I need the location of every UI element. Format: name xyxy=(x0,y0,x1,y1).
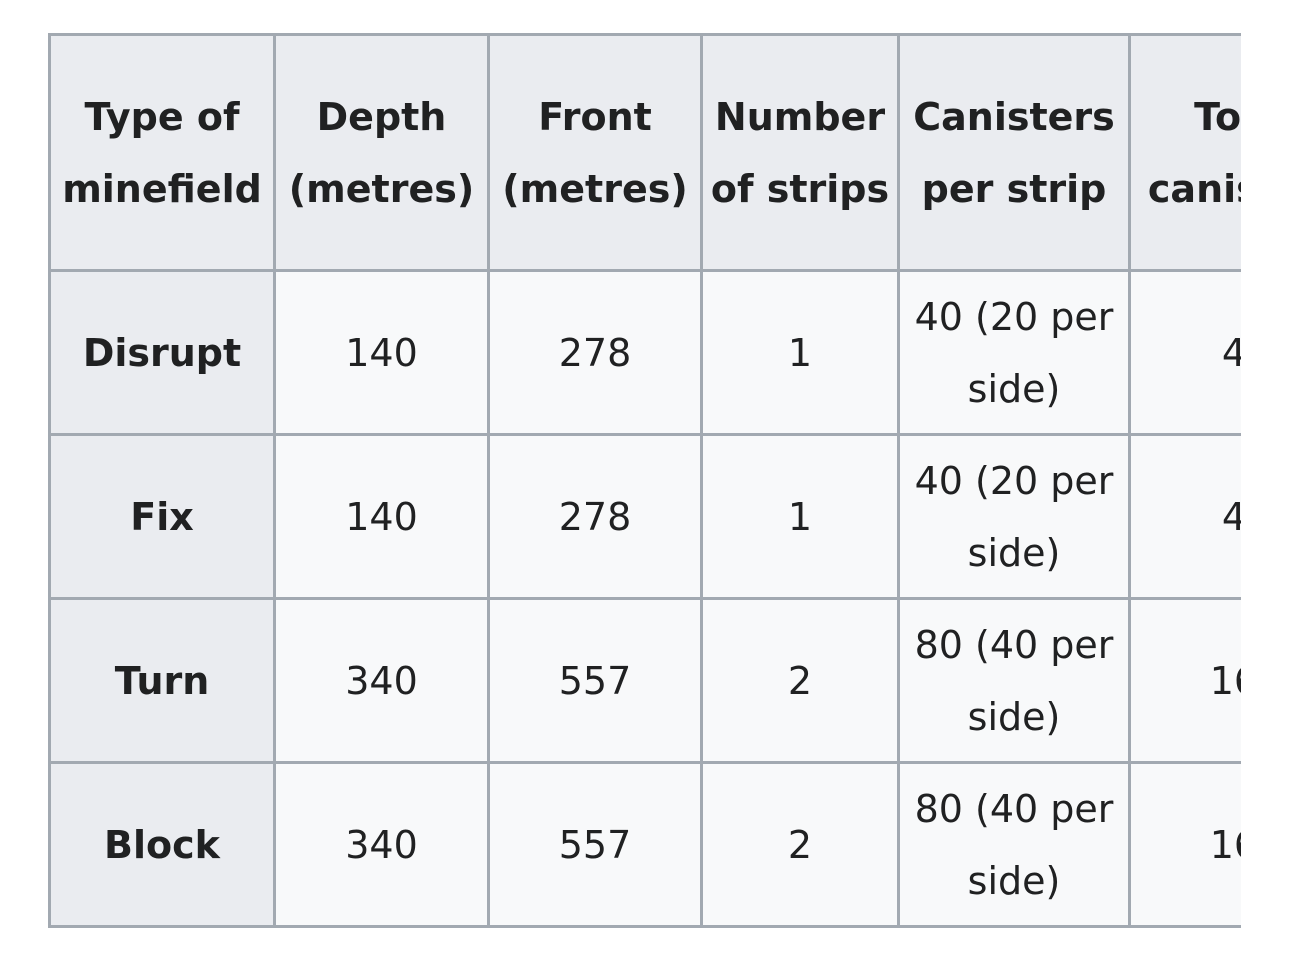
table-cell: 40 xyxy=(1128,433,1241,600)
table-cell: 40 (20 per side) xyxy=(897,269,1131,436)
table-cell: 278 xyxy=(487,269,703,436)
table-cell: 140 xyxy=(273,269,490,436)
row-header: Disrupt xyxy=(48,269,276,436)
header-row: Type of minefield Depth (metres) Front (me… xyxy=(48,33,1241,272)
table-cell: 2 xyxy=(700,597,900,764)
table-cell: 80 (40 per side) xyxy=(897,761,1131,928)
row-header: Block xyxy=(48,761,276,928)
table-cell: 340 xyxy=(273,597,490,764)
column-header: Number of strips xyxy=(700,33,900,272)
column-header: Type of minefield xyxy=(48,33,276,272)
table-cell: 40 (20 per side) xyxy=(897,433,1131,600)
table-cell: 557 xyxy=(487,761,703,928)
column-header: Total canisters xyxy=(1128,33,1241,272)
row-header: Fix xyxy=(48,433,276,600)
table-cell: 1 xyxy=(700,433,900,600)
table-cell: 340 xyxy=(273,761,490,928)
table-viewport: Type of minefield Depth (metres) Front (me… xyxy=(48,33,1241,928)
table-cell: 160 xyxy=(1128,761,1241,928)
table-cell: 80 (40 per side) xyxy=(897,597,1131,764)
column-header: Depth (metres) xyxy=(273,33,490,272)
row-header: Turn xyxy=(48,597,276,764)
table-cell: 557 xyxy=(487,597,703,764)
table-cell: 278 xyxy=(487,433,703,600)
table-cell: 40 xyxy=(1128,269,1241,436)
column-header: Canisters per strip xyxy=(897,33,1131,272)
table-cell: 1 xyxy=(700,269,900,436)
table-cell: 140 xyxy=(273,433,490,600)
table-cell: 2 xyxy=(700,761,900,928)
column-header: Front (metres) xyxy=(487,33,703,272)
table-cell: 160 xyxy=(1128,597,1241,764)
data-table: Type of minefield Depth (metres) Front (me… xyxy=(48,33,1241,928)
